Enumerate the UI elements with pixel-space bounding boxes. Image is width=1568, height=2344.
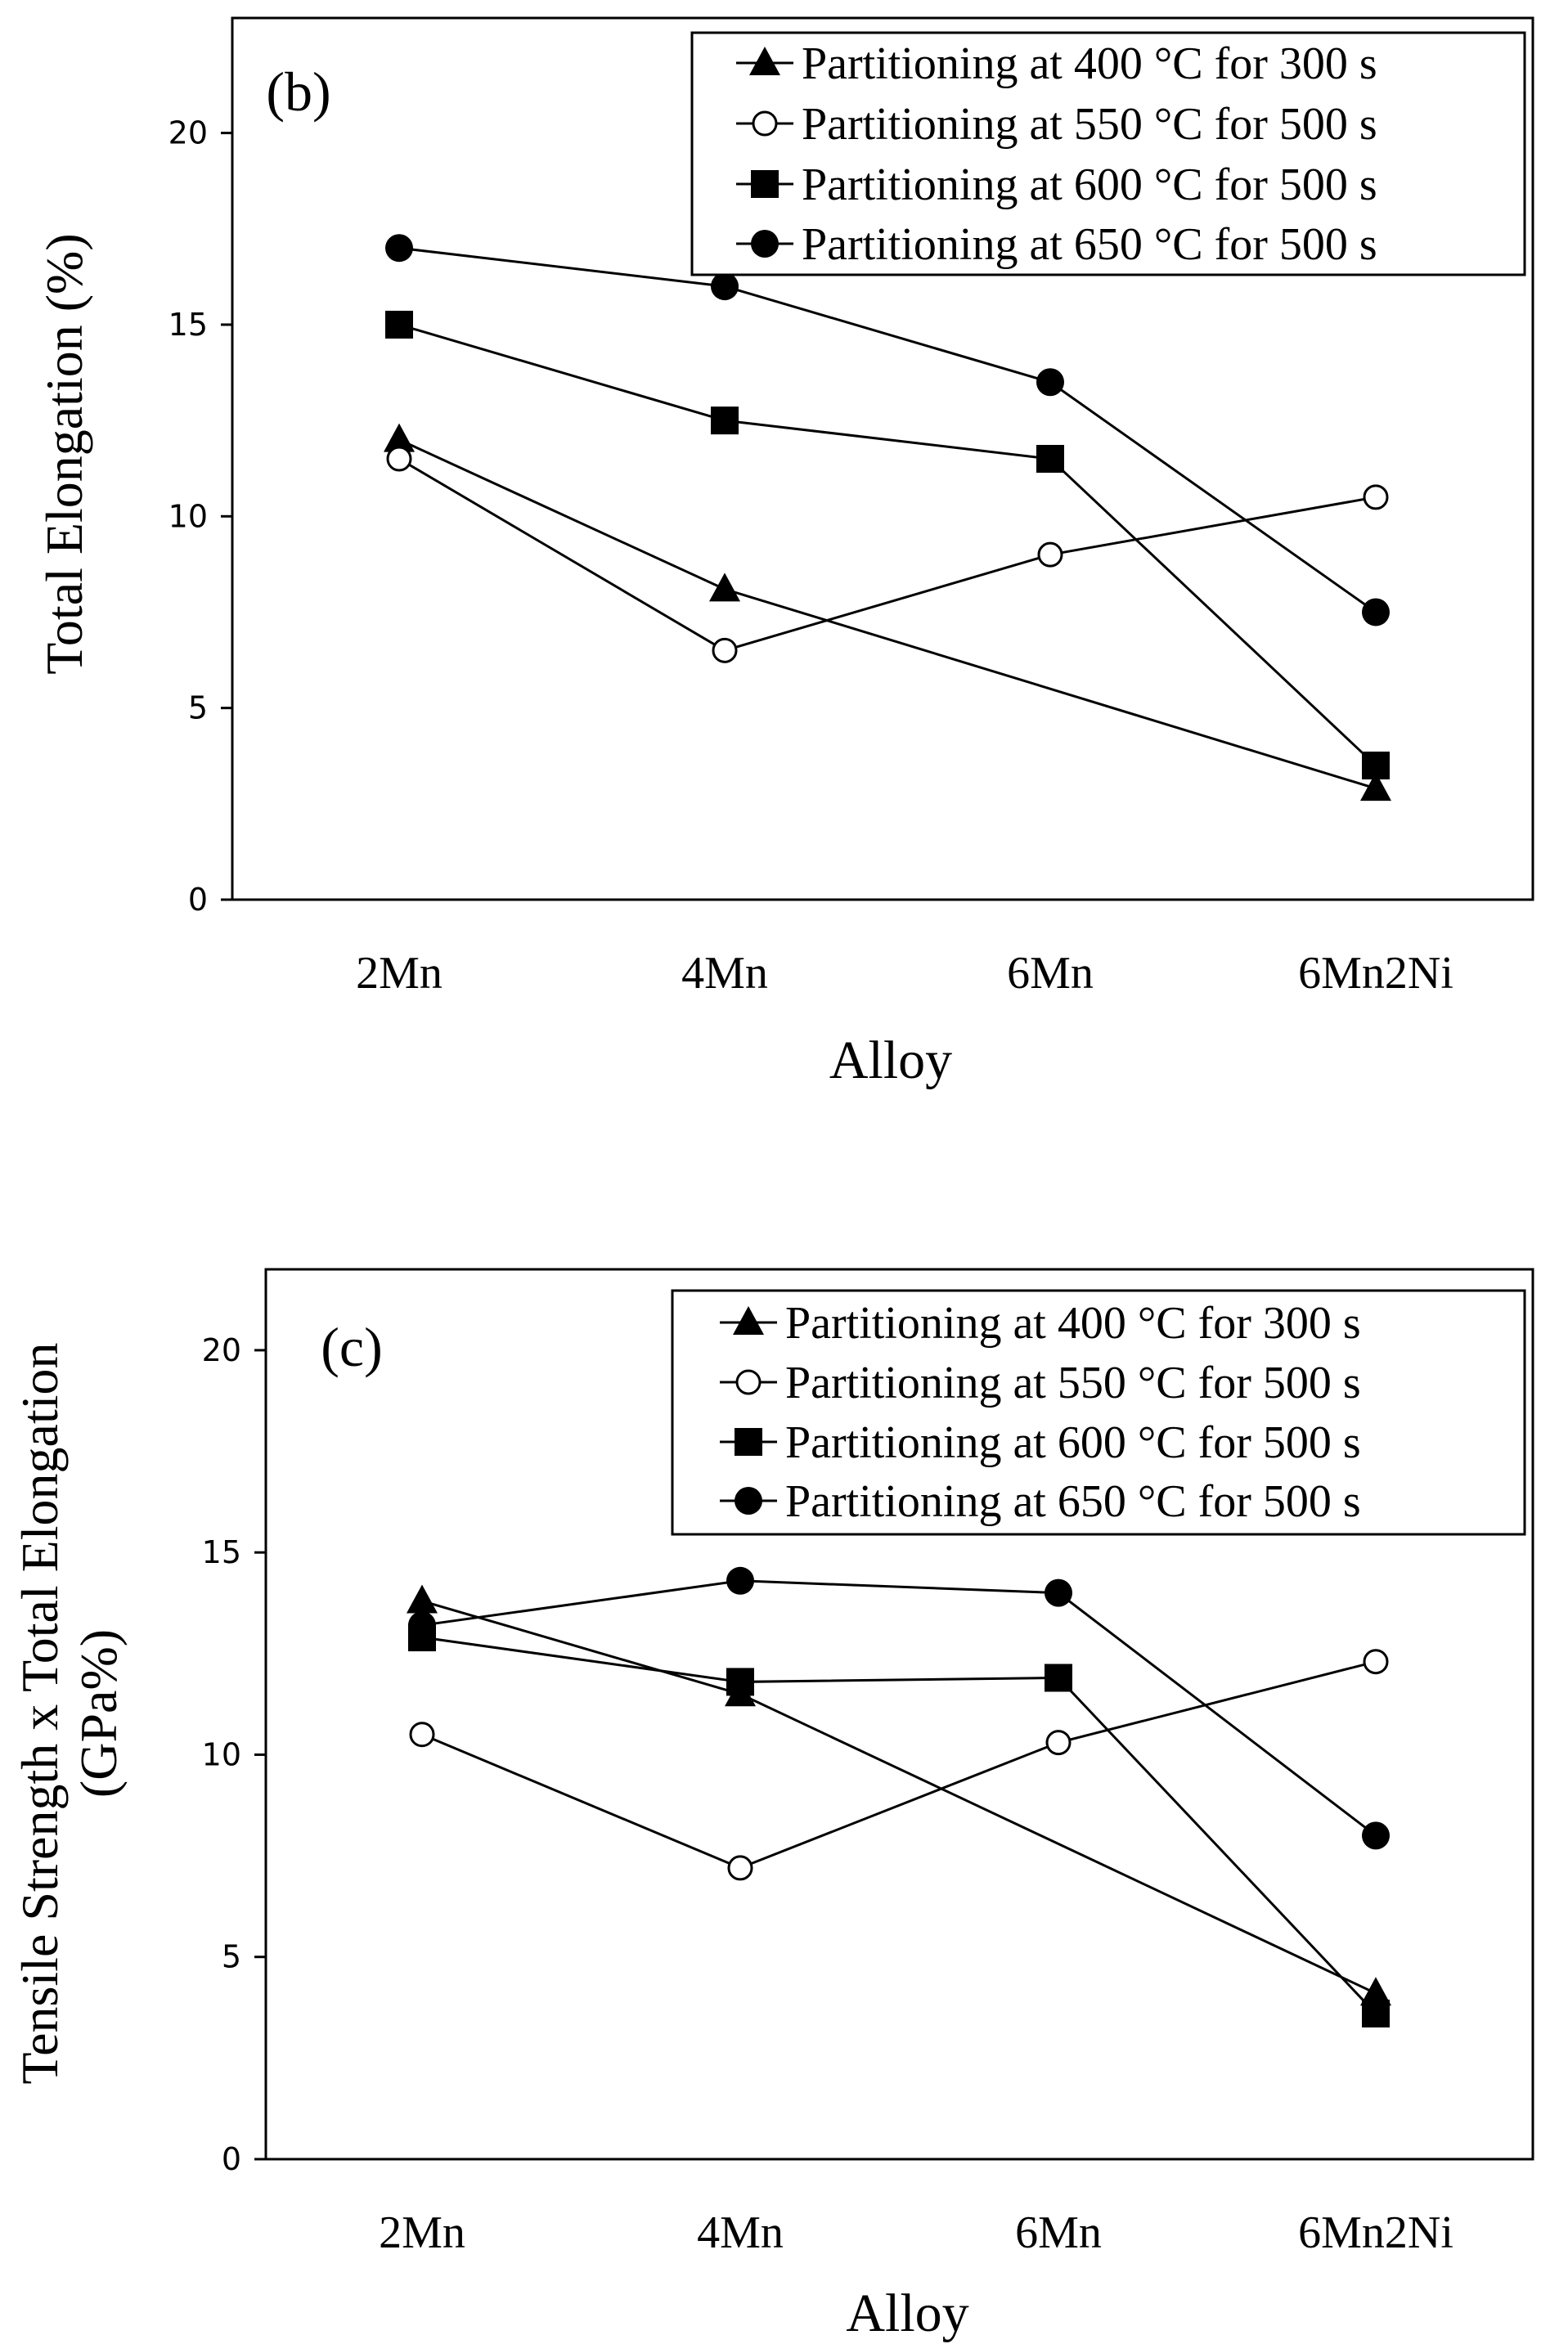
- data-point: [1362, 751, 1390, 779]
- series-line: [398, 457, 1377, 652]
- legend-entry: Partitioning at 600 °C for 500 s: [802, 159, 1377, 210]
- data-point: [1037, 541, 1063, 568]
- series-line: [398, 323, 1377, 767]
- legend-box: [690, 31, 1526, 276]
- legend-entry: Partitioning at 550 °C for 500 s: [785, 1358, 1361, 1408]
- y-tick-label: 0: [222, 2141, 241, 2177]
- data-point: [385, 234, 413, 263]
- data-point: [711, 406, 739, 435]
- x-axis-label: Alloy: [829, 1031, 952, 1090]
- x-tick-label: 6Mn2Ni: [1298, 2207, 1453, 2258]
- data-point: [712, 637, 738, 663]
- data-point: [709, 573, 740, 602]
- panel-label: (b): [266, 61, 330, 123]
- series-line: [421, 1579, 1377, 1837]
- data-point: [1363, 484, 1389, 510]
- data-point: [385, 310, 413, 339]
- x-tick-label: 4Mn: [697, 2207, 784, 2258]
- y-axis-label: (GPa%): [70, 1629, 128, 1798]
- data-point: [1362, 1999, 1390, 2027]
- legend-marker: [735, 1428, 762, 1456]
- y-tick-label: 10: [202, 1736, 241, 1772]
- y-tick-label: 20: [202, 1332, 241, 1368]
- legend-entry: Partitioning at 600 °C for 500 s: [785, 1417, 1361, 1468]
- x-tick-label: 2Mn: [356, 948, 443, 999]
- legend-marker: [735, 1369, 762, 1395]
- x-tick-label: 6Mn: [1007, 948, 1094, 999]
- data-point: [726, 1668, 754, 1696]
- y-axis-label: Tensile Strength x Total Elongation: [11, 1342, 69, 2084]
- legend-entry: Partitioning at 550 °C for 500 s: [802, 99, 1377, 150]
- y-tick-label: 10: [168, 498, 208, 534]
- panel-c-chart: 0 5 10 15 20 2Mn 4Mn 6Mn 6Mn2Ni Alloy Tensile Stre…: [11, 1268, 1534, 2343]
- legend-entry: Partitioning at 400 °C for 300 s: [802, 38, 1377, 89]
- legend-entry: Partitioning at 650 °C for 500 s: [802, 219, 1377, 270]
- x-axis-label: Alloy: [846, 2283, 968, 2343]
- y-axis-label: Total Elongation (%): [35, 233, 93, 674]
- plot-frame: [264, 1268, 1534, 2161]
- data-point: [1362, 1821, 1390, 1850]
- data-point: [409, 1722, 435, 1748]
- plot-frame: [231, 16, 1534, 901]
- data-point: [1036, 445, 1064, 473]
- data-point: [1363, 1649, 1389, 1675]
- x-tick-label: 6Mn: [1015, 2207, 1102, 2258]
- y-tick-label: 5: [188, 690, 208, 726]
- x-tick-label: 6Mn2Ni: [1298, 948, 1453, 999]
- y-tick-label: 15: [168, 307, 208, 343]
- data-point: [408, 1611, 436, 1640]
- x-tick-label: 2Mn: [379, 2207, 465, 2258]
- panel-label: (c): [321, 1316, 382, 1378]
- legend-marker: [749, 47, 780, 75]
- panel-b-chart: 0 5 10 15 20 2Mn 4Mn 6Mn 6Mn2Ni Alloy Total Elonga…: [35, 16, 1534, 1090]
- data-point: [727, 1855, 753, 1881]
- legend-marker: [751, 230, 779, 258]
- y-tick-label: 5: [222, 1939, 241, 1975]
- legend-marker: [751, 170, 779, 198]
- data-point: [1362, 598, 1390, 626]
- data-point: [711, 272, 739, 301]
- legend-box: [671, 1289, 1526, 1536]
- legend-marker: [733, 1306, 764, 1335]
- y-tick-label: 0: [188, 882, 208, 918]
- data-point: [384, 423, 415, 452]
- y-tick-label: 20: [168, 115, 208, 151]
- data-point: [1045, 1664, 1072, 1692]
- y-tick-label: 15: [202, 1534, 241, 1570]
- data-point: [1360, 772, 1391, 802]
- legend-entry: Partitioning at 400 °C for 300 s: [785, 1298, 1361, 1349]
- data-point: [1360, 1977, 1391, 2006]
- x-tick-label: 4Mn: [681, 948, 768, 999]
- data-point: [386, 446, 412, 472]
- legend-entry: Partitioning at 650 °C for 500 s: [785, 1476, 1361, 1527]
- data-point: [407, 1584, 438, 1614]
- data-point: [1045, 1578, 1072, 1607]
- data-point: [1036, 368, 1064, 397]
- data-point: [726, 1566, 754, 1595]
- legend-marker: [752, 110, 778, 137]
- series-line: [398, 246, 1377, 613]
- legend-marker: [735, 1487, 762, 1515]
- series-line: [421, 1660, 1377, 1870]
- series-line: [421, 1636, 1377, 2014]
- data-point: [1045, 1730, 1072, 1756]
